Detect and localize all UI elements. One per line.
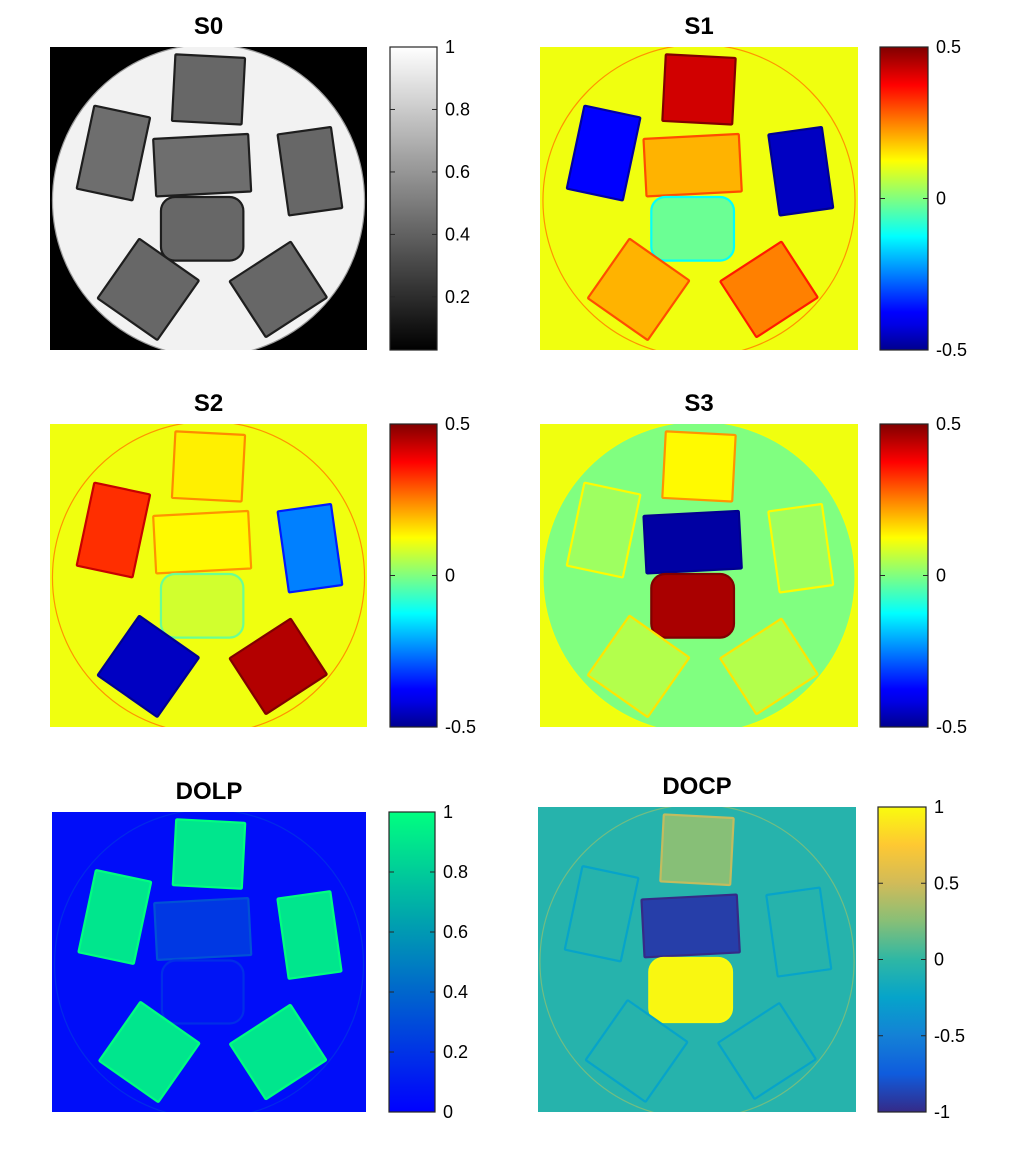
sample-region (717, 1002, 817, 1100)
panel-docp: DOCP -1 -0.5 0 0.5 1 (538, 773, 965, 1122)
colorbar-tick-label: 0.2 (443, 1042, 468, 1062)
sample-region (96, 237, 200, 341)
heatmap-image (50, 47, 367, 350)
panel-title: S2 (194, 390, 223, 417)
sample-region (152, 132, 253, 198)
colorbar-tick-label: 1 (934, 797, 944, 817)
sample-region (648, 956, 734, 1024)
sample-region (153, 897, 253, 961)
colorbar-tick-label: 1 (445, 37, 455, 57)
panel-title: S1 (684, 13, 713, 40)
panel-title: DOCP (662, 773, 731, 800)
sample-region (159, 572, 245, 639)
sample-region (96, 614, 200, 718)
colorbar-tick-label: 0.5 (934, 873, 959, 893)
colorbar-tick-label: 0.6 (445, 162, 470, 182)
sample-region (563, 865, 640, 963)
sample-region (152, 509, 253, 575)
colorbar-tick-label: 0 (936, 566, 946, 586)
colorbar-tick-label: 0.5 (936, 414, 961, 434)
sample-region (659, 813, 735, 887)
sample-region (767, 502, 835, 594)
colorbar-tick-label: 0 (934, 950, 944, 970)
sample-region (765, 886, 833, 978)
colorbar (389, 423, 438, 728)
sample-region (276, 890, 343, 980)
sample-region (640, 893, 741, 959)
colorbar (879, 46, 929, 351)
colorbar-tick-label: -0.5 (934, 1026, 965, 1046)
colorbar (389, 46, 438, 351)
panel-title: DOLP (176, 778, 243, 805)
colorbar-tick-label: 0.4 (445, 224, 470, 244)
sample-region (171, 818, 247, 890)
colorbar-tick-label: -0.5 (445, 717, 476, 737)
colorbar-tick-label: 0.8 (443, 862, 468, 882)
sample-region (229, 1003, 328, 1101)
sample-region (159, 195, 245, 262)
sample-region (75, 481, 152, 579)
heatmap-image (52, 812, 366, 1112)
colorbar-tick-label: -0.5 (936, 340, 967, 360)
panel-s2: S2 -0.5 0 0.5 (50, 390, 476, 737)
panel-s1: S1 -0.5 0 0.5 (540, 13, 967, 360)
panel-dolp: DOLP 0 0.2 0.4 0.6 0.8 1 (52, 778, 468, 1122)
panel-title: S0 (194, 13, 223, 40)
colorbar-tick-label: 0 (443, 1102, 453, 1122)
heatmap-image (540, 424, 858, 727)
colorbar-tick-label: 0.6 (443, 922, 468, 942)
colorbar-tick-label: 0 (936, 189, 946, 209)
colorbar-tick-label: -0.5 (936, 717, 967, 737)
sample-region (661, 430, 737, 503)
sample-region (565, 481, 642, 579)
sample-region (719, 240, 819, 338)
sample-region (228, 240, 328, 338)
sample-region (587, 237, 691, 341)
colorbar-tick-label: 0.5 (445, 414, 470, 434)
sample-region (276, 126, 344, 217)
sample-region (75, 104, 152, 202)
panel-s0: S0 0.2 0.4 0.6 0.8 1 (50, 13, 470, 351)
heatmap-image (50, 424, 367, 727)
heatmap-image (538, 807, 856, 1112)
sample-region (160, 959, 245, 1025)
colorbar (877, 806, 927, 1113)
sample-region (767, 125, 835, 217)
sample-region (650, 195, 736, 262)
sample-region (565, 104, 642, 202)
sample-region (642, 132, 743, 198)
panel-s3: S3 -0.5 0 0.5 (540, 390, 967, 737)
sample-region (650, 572, 736, 639)
sample-region (642, 509, 743, 575)
colorbar-tick-label: 1 (443, 802, 453, 822)
colorbar (388, 811, 436, 1113)
colorbar-tick-label: 0.8 (445, 99, 470, 119)
sample-region (584, 999, 689, 1103)
panel-title: S3 (684, 390, 713, 417)
colorbar-tick-label: 0.2 (445, 287, 470, 307)
sample-region (170, 53, 247, 126)
colorbar (879, 423, 929, 728)
sample-region (228, 617, 328, 715)
sample-region (77, 869, 153, 965)
heatmap-image (540, 47, 858, 350)
sample-region (661, 53, 737, 126)
sample-region (276, 503, 344, 594)
colorbar-tick-label: -1 (934, 1102, 950, 1122)
sample-region (98, 1001, 201, 1103)
sample-region (587, 614, 691, 718)
sample-region (170, 430, 247, 503)
colorbar-tick-label: 0 (445, 566, 455, 586)
colorbar-tick-label: 0.5 (936, 37, 961, 57)
colorbar-tick-label: 0.4 (443, 982, 468, 1002)
sample-region (719, 617, 819, 715)
